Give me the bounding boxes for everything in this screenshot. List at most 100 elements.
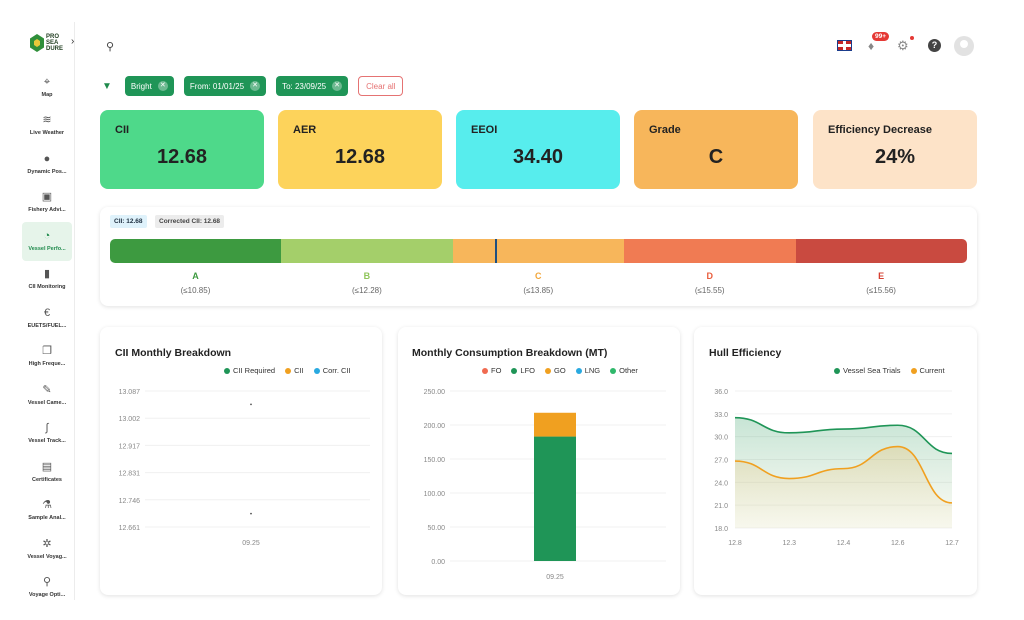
sidebar-item[interactable]: € EUETS/FUEL... bbox=[22, 299, 72, 338]
legend-dot bbox=[313, 367, 320, 374]
help-icon[interactable]: ? bbox=[928, 39, 941, 52]
sidebar-item[interactable]: ● Dynamic Pos... bbox=[22, 145, 72, 184]
hull-chart-title: Hull Efficiency bbox=[709, 347, 782, 359]
kpi-card-eeoi: EEOI 34.40 bbox=[456, 110, 620, 189]
data-point[interactable] bbox=[250, 512, 252, 515]
legend-item[interactable]: LFO bbox=[511, 366, 535, 375]
sidebar-item[interactable]: ❐ High Freque... bbox=[22, 338, 72, 377]
bell-icon[interactable]: ♦ bbox=[868, 39, 875, 53]
legend-label: Corr. CII bbox=[322, 366, 351, 375]
bar-segment[interactable] bbox=[534, 436, 576, 561]
avatar[interactable] bbox=[954, 36, 974, 56]
data-point[interactable] bbox=[250, 403, 252, 406]
legend-item[interactable]: LNG bbox=[575, 366, 601, 375]
ship-wheel-icon: ✲ bbox=[42, 537, 52, 550]
y-tick-label: 150.00 bbox=[424, 457, 446, 464]
kpi-value: 24% bbox=[874, 146, 916, 168]
kpi-title: EEOI bbox=[471, 124, 498, 136]
close-icon[interactable]: ✕ bbox=[250, 81, 261, 91]
legend-item[interactable]: Current bbox=[910, 366, 945, 375]
search-icon[interactable]: ⚲ bbox=[106, 41, 115, 53]
route-icon: ∫ bbox=[45, 422, 49, 435]
gear-icon[interactable]: ⚙ bbox=[897, 38, 909, 53]
x-tick-label: 12.8 bbox=[728, 540, 742, 547]
grade-range: (≤12.28) bbox=[352, 286, 382, 295]
flask-icon: ⚗ bbox=[42, 499, 52, 512]
y-tick-label: 12.661 bbox=[119, 525, 141, 532]
grade-segment bbox=[110, 239, 282, 263]
y-tick-label: 36.0 bbox=[714, 389, 728, 396]
sidebar: PRO SEA DURE › ⌖ Map ≋ Live Weather ● Dynamic… bbox=[20, 22, 75, 600]
sidebar-item[interactable]: ✲ Vessel Voyag... bbox=[22, 530, 72, 569]
legend-item[interactable]: GO bbox=[545, 366, 566, 375]
legend-label: LNG bbox=[584, 366, 601, 375]
kpi-title: CII bbox=[115, 124, 130, 136]
sidebar-item[interactable]: ✎ Vessel Came... bbox=[22, 376, 72, 415]
chevron-right-icon[interactable]: › bbox=[71, 36, 75, 47]
legend-dot bbox=[545, 367, 552, 374]
legend-dot bbox=[482, 367, 488, 374]
logo-text-line: PRO bbox=[46, 34, 60, 40]
copy-icon: ❐ bbox=[42, 345, 52, 358]
sidebar-item[interactable]: ⚲ Voyage Opti... bbox=[22, 569, 72, 608]
cii-chart-title: CII Monthly Breakdown bbox=[115, 347, 232, 359]
chip-label: To: 23/09/25 bbox=[282, 81, 327, 91]
sidebar-item-label: Vessel Track... bbox=[28, 438, 66, 445]
logo[interactable]: PRO SEA DURE bbox=[30, 30, 70, 56]
filter-bar: ▼ Bright ✕ From: 01/01/25 ✕ To: 23/09/25 ✕ … bbox=[100, 76, 404, 96]
close-icon[interactable]: ✕ bbox=[332, 81, 343, 91]
kpi-value: 12.68 bbox=[156, 146, 208, 168]
legend-item[interactable]: Other bbox=[610, 366, 638, 375]
uk-flag-icon[interactable] bbox=[837, 40, 852, 51]
filter-chip-to[interactable]: To: 23/09/25 ✕ bbox=[276, 76, 349, 96]
grade-label: E (≤15.56) bbox=[796, 271, 967, 295]
sidebar-item[interactable]: ⚗ Sample Anal... bbox=[22, 492, 72, 531]
legend-item[interactable]: FO bbox=[482, 366, 501, 375]
legend-item[interactable]: Corr. CII bbox=[313, 366, 351, 375]
legend-item[interactable]: Vessel Sea Trials bbox=[834, 366, 901, 375]
logo-text-line: SEA bbox=[46, 40, 59, 46]
sidebar-item[interactable]: ▮ CII Monitoring bbox=[22, 261, 72, 300]
clear-all-button[interactable]: Clear all bbox=[358, 76, 404, 96]
sidebar-item[interactable]: ▣ Fishery Advi... bbox=[22, 184, 72, 223]
sidebar-item[interactable]: ◔ Vessel Perfo... bbox=[22, 222, 72, 261]
grade-letter: D bbox=[706, 271, 713, 281]
x-tick-label: 12.6 bbox=[891, 540, 905, 547]
bar-chart-icon: ▮ bbox=[43, 268, 51, 281]
chip-label: Bright bbox=[130, 81, 152, 91]
filter-chip-from[interactable]: From: 01/01/25 ✕ bbox=[183, 76, 267, 96]
hull-chart: 36.0 33.0 30.0 27.0 24.0 21.0 18.012.8 12.3 12.4… bbox=[714, 389, 959, 547]
legend-label: CII Required bbox=[233, 366, 276, 375]
legend-item[interactable]: CII Required bbox=[224, 366, 275, 375]
sidebar-item-label: Vessel Perfo... bbox=[28, 245, 66, 252]
top-bar: ⚲ ♦ 99+ ⚙ ? bbox=[100, 30, 980, 60]
series-line[interactable] bbox=[734, 445, 953, 504]
kpi-value: 12.68 bbox=[334, 146, 386, 168]
filter-icon[interactable]: ▼ bbox=[102, 80, 112, 92]
sidebar-item[interactable]: ⌖ Map bbox=[22, 68, 72, 107]
y-tick-label: 33.0 bbox=[714, 412, 728, 419]
legend-label: LFO bbox=[520, 366, 536, 375]
map-pin-icon: ⌖ bbox=[43, 75, 51, 88]
logo-text-line: DURE bbox=[46, 46, 64, 52]
legend-dot bbox=[910, 367, 917, 374]
legend-dot bbox=[610, 367, 617, 374]
kpi-card-aer: AER 12.68 bbox=[278, 110, 442, 189]
legend-item[interactable]: CII bbox=[285, 366, 304, 375]
bar-segment[interactable] bbox=[534, 412, 576, 437]
sidebar-item[interactable]: ≋ Live Weather bbox=[22, 107, 72, 146]
x-tick-label: 12.7 bbox=[945, 540, 959, 547]
legend-label: CII bbox=[294, 366, 304, 375]
series-line[interactable] bbox=[734, 416, 953, 455]
camera-icon: ✎ bbox=[42, 383, 52, 396]
sidebar-item-label: Live Weather bbox=[29, 130, 65, 137]
filter-chip-vessel[interactable]: Bright ✕ bbox=[124, 76, 174, 96]
gear-alert-dot bbox=[910, 36, 914, 40]
sidebar-item[interactable]: ▤ Certificates bbox=[22, 453, 72, 492]
y-tick-label: 27.0 bbox=[714, 458, 728, 465]
consumption-chart: 250.00 200.00 150.00 100.00 50.00 0.00 09.25 bbox=[424, 389, 666, 581]
grade-segment bbox=[624, 239, 796, 263]
close-icon[interactable]: ✕ bbox=[157, 81, 168, 91]
grade-label: A (≤10.85) bbox=[110, 271, 281, 295]
sidebar-item[interactable]: ∫ Vessel Track... bbox=[22, 415, 72, 454]
